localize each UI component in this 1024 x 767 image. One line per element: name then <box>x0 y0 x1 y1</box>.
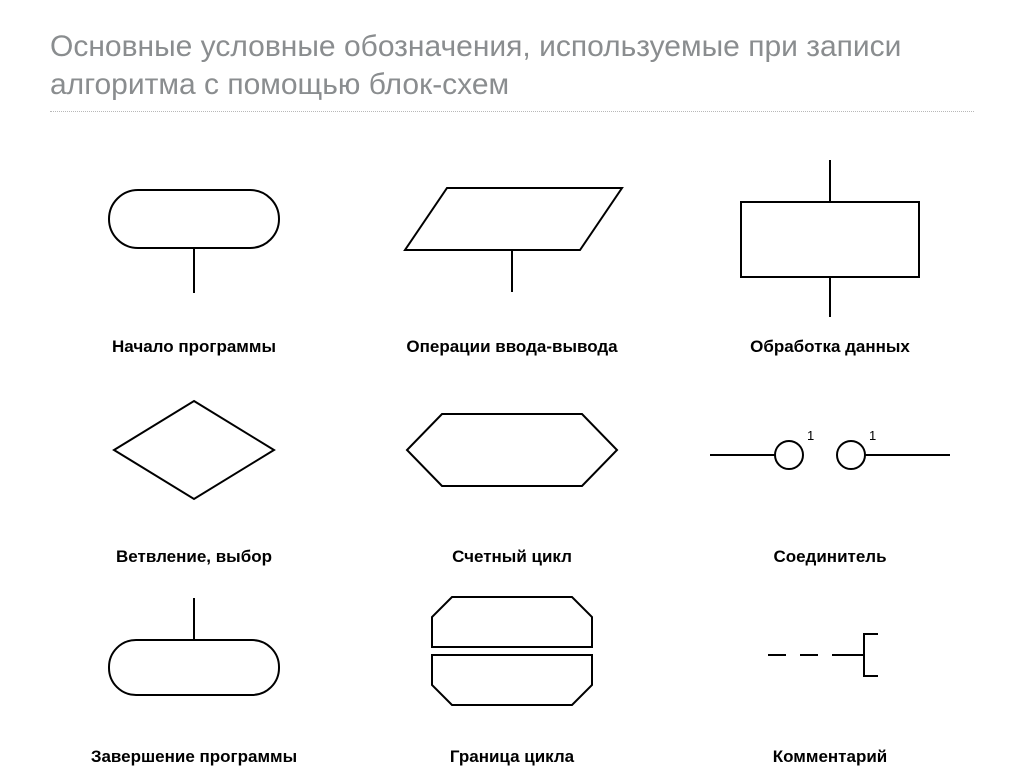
label-terminator-end: Завершение программы <box>91 747 297 767</box>
label-process: Обработка данных <box>750 337 910 357</box>
cell-terminator-start: Начало программы <box>50 147 338 357</box>
svg-text:1: 1 <box>807 428 814 443</box>
shape-terminator-start <box>50 147 338 333</box>
label-for-loop: Счетный цикл <box>452 547 572 567</box>
svg-text:1: 1 <box>869 428 876 443</box>
symbol-grid: Начало программы Операции ввода-вывода О… <box>50 147 974 767</box>
shape-decision <box>50 357 338 543</box>
shape-for-loop <box>368 357 656 543</box>
shape-process <box>686 147 974 333</box>
shape-terminator-end <box>50 567 338 743</box>
cell-loop-limit: Граница цикла <box>368 567 656 767</box>
cell-io: Операции ввода-вывода <box>368 147 656 357</box>
page-title: Основные условные обозначения, используе… <box>50 28 974 112</box>
cell-process: Обработка данных <box>686 147 974 357</box>
label-terminator-start: Начало программы <box>112 337 276 357</box>
label-comment: Комментарий <box>773 747 887 767</box>
label-loop-limit: Граница цикла <box>450 747 574 767</box>
shape-loop-limit <box>368 567 656 743</box>
cell-decision: Ветвление, выбор <box>50 357 338 567</box>
shape-connector: 1 1 <box>686 357 974 543</box>
shape-comment <box>686 567 974 743</box>
cell-for-loop: Счетный цикл <box>368 357 656 567</box>
cell-comment: Комментарий <box>686 567 974 767</box>
label-connector: Соединитель <box>773 547 886 567</box>
label-decision: Ветвление, выбор <box>116 547 272 567</box>
cell-connector: 1 1 Соединитель <box>686 357 974 567</box>
shape-io <box>368 147 656 333</box>
cell-terminator-end: Завершение программы <box>50 567 338 767</box>
label-io: Операции ввода-вывода <box>406 337 617 357</box>
